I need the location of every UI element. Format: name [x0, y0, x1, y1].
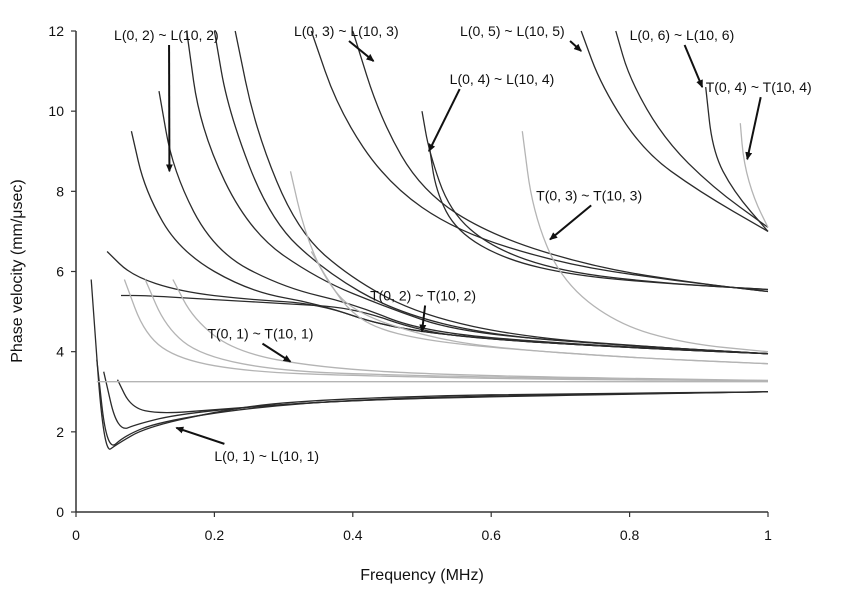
annotation-label: L(0, 5) ~ L(10, 5)	[460, 23, 565, 39]
x-ticks: 0 0.2 0.4 0.6 0.8 1	[72, 512, 772, 543]
annotation-label: T(0, 4) ~ T(10, 4)	[706, 79, 812, 95]
x-tick-label: 0	[72, 527, 80, 543]
curve-l-n-3	[310, 30, 769, 293]
curve-l-n-6	[705, 87, 769, 232]
x-tick-label: 1	[764, 527, 772, 543]
annotation-label: L(0, 3) ~ L(10, 3)	[294, 23, 399, 39]
x-axis-title: Frequency (MHz)	[360, 567, 484, 584]
annotation-label: T(0, 3) ~ T(10, 3)	[536, 187, 642, 203]
curve-l-n-1	[90, 279, 769, 450]
curve-t-n-2	[310, 251, 769, 365]
curve-t-n-2	[289, 171, 769, 365]
x-tick-label: 0.2	[205, 527, 225, 543]
curve-l-n-2	[234, 30, 769, 355]
annotation-arrow	[745, 96, 762, 161]
annotation-arrow	[348, 40, 375, 62]
curve-t-n-1	[123, 279, 769, 382]
annotation-label: L(0, 6) ~ L(10, 6)	[630, 27, 735, 43]
y-tick-label: 8	[56, 183, 64, 199]
curve-l-n-1	[96, 359, 769, 446]
y-tick-label: 12	[48, 23, 64, 39]
annotation-arrow	[428, 88, 461, 153]
curve-l-n-5	[615, 30, 769, 228]
x-tick-label: 0.4	[343, 527, 363, 543]
curve-l-n-4	[421, 111, 769, 291]
y-tick-label: 4	[56, 344, 64, 360]
y-tick-label: 10	[48, 103, 64, 119]
annotation-arrow	[419, 305, 427, 333]
annotation-arrow	[175, 426, 225, 445]
annotation-label: T(0, 1) ~ T(10, 1)	[207, 326, 313, 342]
curve-l-n-1	[116, 379, 769, 414]
curve-l-n-2	[213, 30, 769, 355]
axes	[75, 31, 768, 513]
annotation-arrow	[549, 204, 592, 241]
y-axis-title: Phase velocity (mm/μsec)	[9, 179, 26, 362]
x-tick-label: 0.8	[620, 527, 640, 543]
plot-curves	[90, 30, 769, 450]
annotation-arrow	[261, 342, 292, 363]
curve-t-n-1	[172, 279, 769, 382]
annotation-label: T(0, 2) ~ T(10, 2)	[370, 288, 476, 304]
y-tick-label: 6	[56, 264, 64, 280]
annotation-label: L(0, 4) ~ L(10, 4)	[450, 71, 555, 87]
y-tick-label: 0	[56, 504, 64, 520]
annotation-arrow	[569, 40, 582, 52]
curve-l-n-3	[352, 30, 769, 293]
curve-l-n-4	[428, 143, 769, 291]
curve-t-n-3	[521, 131, 769, 353]
curve-t-n-4	[739, 123, 769, 228]
curve-t-n-1	[144, 279, 769, 382]
curve-l-n-5	[580, 30, 769, 232]
annotation-label: L(0, 1) ~ L(10, 1)	[214, 448, 319, 464]
y-tick-label: 2	[56, 424, 64, 440]
x-tick-label: 0.6	[481, 527, 501, 543]
y-ticks: 0 2 4 6 8 10 12	[48, 23, 76, 520]
annotation-arrow	[683, 44, 704, 89]
curve-l-n-2	[130, 131, 769, 355]
annotation-label: L(0, 2) ~ L(10, 2)	[114, 27, 219, 43]
curve-l-n-2	[158, 90, 769, 355]
annotation-layer: L(0, 2) ~ L(10, 2) L(0, 3) ~ L(10, 3) L(0,…	[114, 23, 812, 464]
